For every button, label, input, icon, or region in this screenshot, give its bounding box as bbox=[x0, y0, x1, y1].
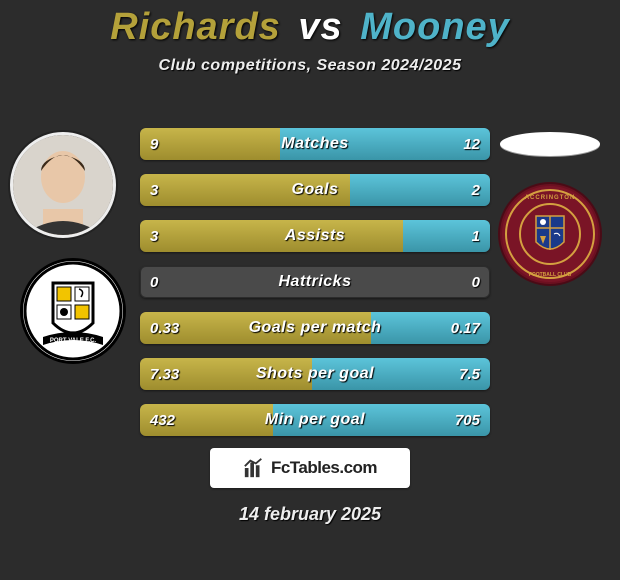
page-title: Richards vs Mooney bbox=[0, 6, 620, 49]
stat-label: Matches bbox=[140, 128, 490, 160]
comparison-bars: 912Matches 32Goals 31Assists 00Hattricks 0.3… bbox=[140, 128, 490, 450]
svg-text:FOOTBALL CLUB: FOOTBALL CLUB bbox=[529, 272, 572, 278]
player1-name: Richards bbox=[110, 6, 281, 48]
svg-text:PORT VALE F.C.: PORT VALE F.C. bbox=[50, 338, 97, 344]
stat-row: 7.337.5Shots per goal bbox=[140, 358, 490, 390]
stat-row: 0.330.17Goals per match bbox=[140, 312, 490, 344]
stat-label: Hattricks bbox=[140, 266, 490, 298]
stat-label: Shots per goal bbox=[140, 358, 490, 390]
player2-club-crest: ACCRINGTON FOOTBALL CLUB bbox=[500, 184, 600, 284]
stat-label: Assists bbox=[140, 220, 490, 252]
stat-row: 31Assists bbox=[140, 220, 490, 252]
stat-label: Goals bbox=[140, 174, 490, 206]
player2-avatar bbox=[500, 132, 600, 156]
player2-name: Mooney bbox=[360, 6, 510, 48]
stat-row: 00Hattricks bbox=[140, 266, 490, 298]
bar-chart-icon bbox=[243, 457, 265, 479]
subtitle: Club competitions, Season 2024/2025 bbox=[0, 57, 620, 75]
stat-label: Goals per match bbox=[140, 312, 490, 344]
player1-club-crest: PORT VALE F.C. bbox=[20, 258, 126, 364]
footer-logo: FcTables.com bbox=[210, 448, 410, 488]
stat-row: 912Matches bbox=[140, 128, 490, 160]
crest-icon: PORT VALE F.C. bbox=[23, 261, 123, 361]
stat-row: 32Goals bbox=[140, 174, 490, 206]
date-label: 14 february 2025 bbox=[0, 504, 620, 525]
stat-row: 432705Min per goal bbox=[140, 404, 490, 436]
stat-label: Min per goal bbox=[140, 404, 490, 436]
player1-avatar bbox=[10, 132, 116, 238]
comparison-card: Richards vs Mooney Club competitions, Se… bbox=[0, 6, 620, 580]
crest-icon: ACCRINGTON FOOTBALL CLUB bbox=[500, 184, 600, 284]
vs-label: vs bbox=[298, 6, 342, 48]
footer-logo-text: FcTables.com bbox=[271, 458, 377, 478]
avatar-silhouette-icon bbox=[13, 135, 113, 235]
svg-text:ACCRINGTON: ACCRINGTON bbox=[525, 195, 576, 201]
